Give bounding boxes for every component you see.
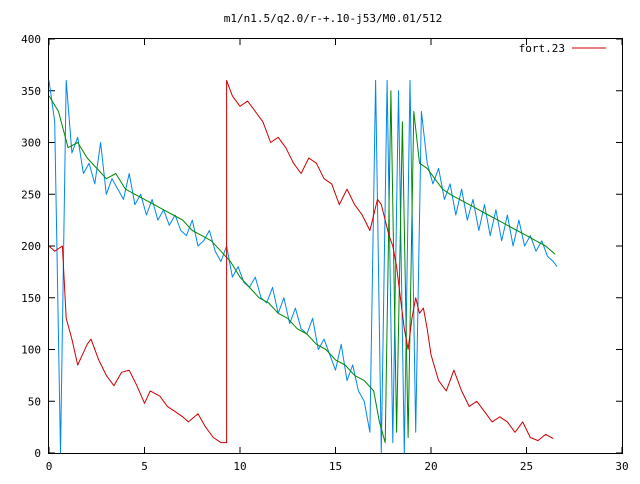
- y-tick-label: 200: [21, 240, 41, 253]
- legend-label: fort.23: [519, 42, 565, 55]
- x-tick-label: 25: [520, 460, 533, 473]
- y-tick-label: 250: [21, 188, 41, 201]
- x-tick-label: 10: [233, 460, 246, 473]
- x-tick-label: 15: [329, 460, 342, 473]
- y-tick-label: 400: [21, 33, 41, 46]
- x-tick-label: 5: [141, 460, 148, 473]
- series-line-series-1: [48, 90, 556, 444]
- y-tick-label: 350: [21, 85, 41, 98]
- y-tick-label: 100: [21, 344, 41, 357]
- y-tick-label: 0: [34, 447, 41, 460]
- y-tick-label: 50: [28, 395, 41, 408]
- chart-title: m1/n1.5/q2.0/r-+.10-j53/M0.01/512: [224, 12, 443, 25]
- series-layer: [48, 79, 558, 454]
- series-line-fort.23: [48, 79, 554, 444]
- y-tick-label: 150: [21, 292, 41, 305]
- y-tick-label: 300: [21, 137, 41, 150]
- x-tick-label: 0: [46, 460, 53, 473]
- x-tick-label: 20: [424, 460, 437, 473]
- legend: fort.23: [519, 42, 606, 55]
- plot-frame: [48, 38, 623, 454]
- x-tick-label: 30: [615, 460, 628, 473]
- series-line-series-2: [48, 79, 558, 454]
